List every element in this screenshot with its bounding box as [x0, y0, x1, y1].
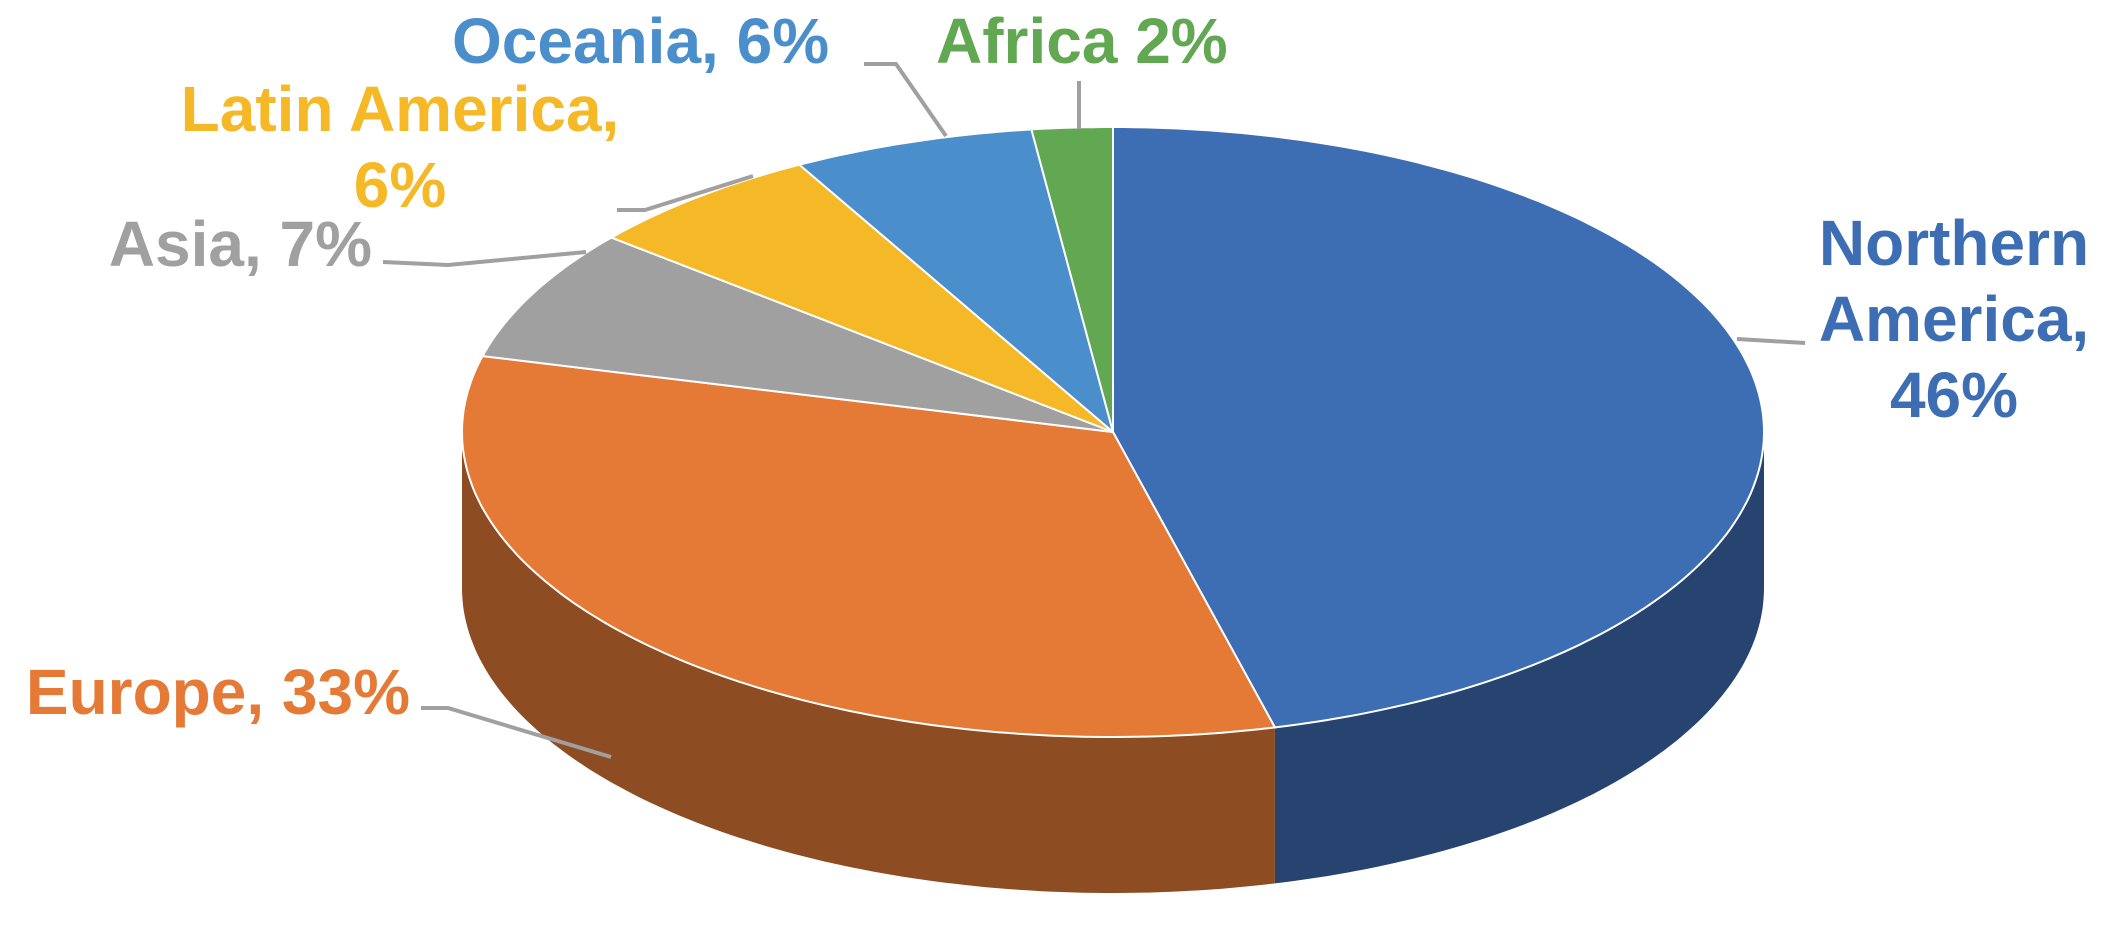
data-label: Oceania, 6% [452, 5, 830, 77]
slice-side [1274, 432, 1764, 884]
data-label: Latin America, 6% [180, 73, 620, 221]
data-label: Africa 2% [936, 5, 1228, 77]
data-label: Northern America, 46% [1818, 207, 2090, 431]
slice [460, 355, 1277, 738]
slice [609, 163, 1114, 433]
leader-line [864, 62, 948, 138]
slice [480, 236, 1114, 433]
leader-lines [382, 62, 1806, 759]
slice [797, 128, 1115, 435]
leader-line [421, 706, 612, 759]
leader-line [1736, 337, 1806, 345]
slice [1030, 126, 1114, 433]
leader-line [617, 174, 754, 212]
data-label: Europe, 33% [25, 656, 410, 728]
slices [460, 126, 1765, 893]
slice [1112, 126, 1765, 729]
slice-side [462, 432, 1275, 893]
leader-line [382, 250, 587, 268]
data-label: Asia, 7% [108, 208, 372, 280]
